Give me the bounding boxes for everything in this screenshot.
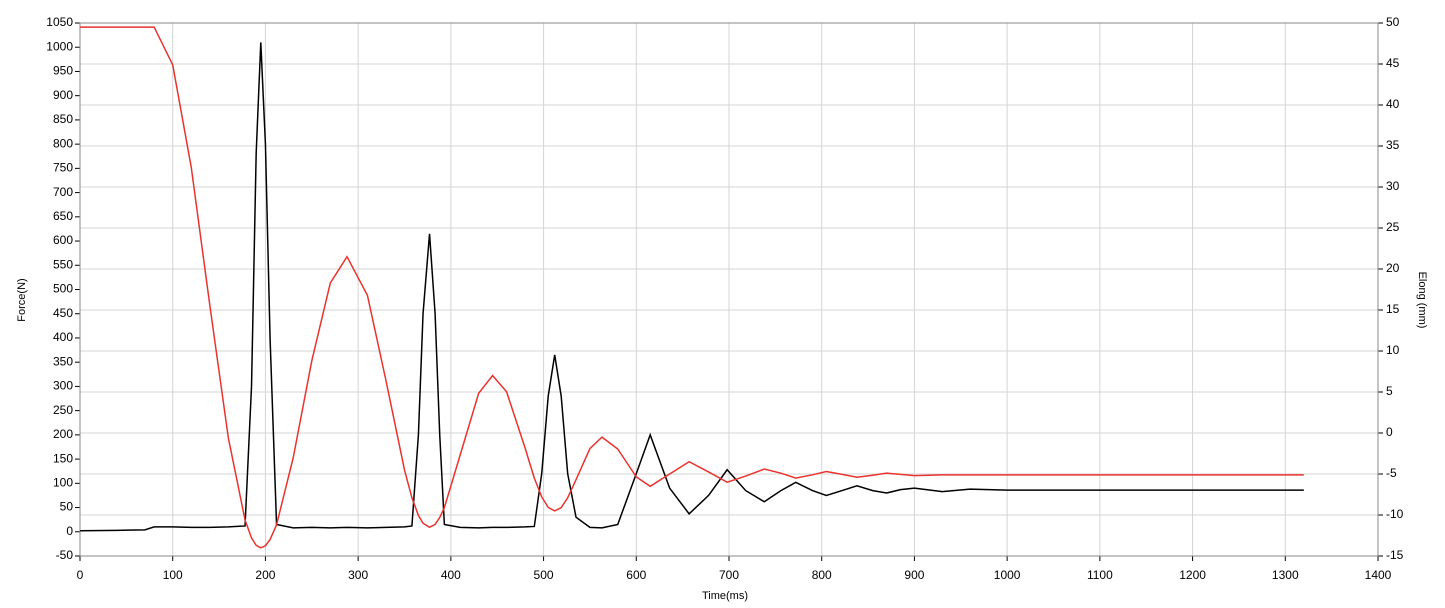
y-tick-label: 500 [53, 282, 73, 296]
y2-tick-label: 15 [1386, 302, 1400, 316]
y-tick-label: 100 [53, 475, 73, 489]
y-tick-label: 300 [53, 379, 73, 393]
y-tick-label: 650 [53, 209, 73, 223]
y-tick-label: 400 [53, 330, 73, 344]
x-tick-label: 200 [255, 568, 275, 582]
y2-tick-label: -10 [1386, 507, 1404, 521]
y2-tick-label: 45 [1386, 56, 1400, 70]
x-tick-label: 1000 [994, 568, 1021, 582]
y-tick-label: 900 [53, 88, 73, 102]
y-tick-label: 450 [53, 306, 73, 320]
x-tick-label: 400 [441, 568, 461, 582]
plot-frame [79, 22, 1379, 557]
series-line [79, 42, 1304, 532]
y-tick-label: 150 [53, 451, 73, 465]
y-tick-label: 600 [53, 233, 73, 247]
series-line [80, 26, 1304, 549]
y-tick-label: -50 [56, 548, 74, 562]
y2-axis-title: Elong (mm) [1416, 272, 1428, 329]
y-tick-label: 750 [53, 161, 73, 175]
y2-tick-label: 25 [1386, 220, 1400, 234]
x-tick-label: 300 [348, 568, 368, 582]
y-tick-label: 350 [53, 354, 73, 368]
y-tick-label: 200 [53, 427, 73, 441]
y2-tick-label: 10 [1386, 343, 1400, 357]
x-tick-label: 0 [77, 568, 84, 582]
y2-tick-label: -15 [1386, 548, 1404, 562]
x-tick-label: 700 [719, 568, 739, 582]
y-tick-label: 0 [66, 524, 73, 538]
y2-tick-label: 40 [1386, 97, 1400, 111]
y-tick-label: 550 [53, 257, 73, 271]
y-tick-label: 50 [60, 500, 74, 514]
y-tick-label: 800 [53, 136, 73, 150]
y2-tick-label: 35 [1386, 138, 1400, 152]
x-axis-title: Time(ms) [702, 590, 748, 602]
x-tick-label: 500 [534, 568, 554, 582]
y-tick-label: 700 [53, 185, 73, 199]
x-tick-label: 900 [904, 568, 924, 582]
y-tick-label: 850 [53, 112, 73, 126]
x-tick-label: 800 [812, 568, 832, 582]
y2-tick-label: 20 [1386, 261, 1400, 275]
x-tick-label: 1300 [1272, 568, 1299, 582]
x-tick-label: 600 [626, 568, 646, 582]
x-tick-label: 1200 [1179, 568, 1206, 582]
y2-tick-label: 30 [1386, 179, 1400, 193]
y2-tick-label: 50 [1386, 15, 1400, 29]
x-tick-label: 100 [163, 568, 183, 582]
y-tick-label: 1050 [46, 15, 73, 29]
y-tick-label: 250 [53, 403, 73, 417]
y2-tick-label: -5 [1386, 466, 1397, 480]
y-tick-label: 950 [53, 64, 73, 78]
y-axis-title: Force(N) [16, 278, 28, 321]
x-tick-label: 1400 [1365, 568, 1392, 582]
y-tick-label: 1000 [46, 39, 73, 53]
y2-tick-label: 5 [1386, 384, 1393, 398]
x-tick-label: 1100 [1087, 568, 1113, 582]
y2-tick-label: 0 [1386, 425, 1393, 439]
